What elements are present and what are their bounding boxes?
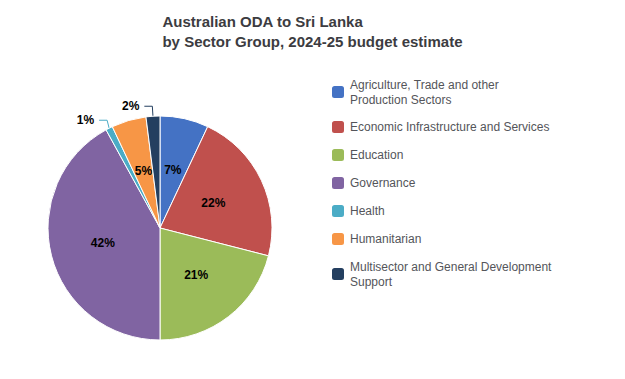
svg-text:Governance: Governance: [350, 176, 416, 190]
svg-text:Education: Education: [350, 148, 403, 162]
svg-text:21%: 21%: [184, 268, 208, 282]
svg-text:Multisector and General Develo: Multisector and General Development: [350, 260, 552, 274]
svg-text:Australian ODA to Sri Lanka: Australian ODA to Sri Lanka: [162, 13, 363, 30]
svg-text:42%: 42%: [91, 236, 115, 250]
svg-text:by Sector Group, 2024-25 budge: by Sector Group, 2024-25 budget estimate: [162, 33, 462, 50]
svg-text:5%: 5%: [135, 164, 153, 178]
svg-text:22%: 22%: [201, 196, 225, 210]
svg-text:1%: 1%: [77, 113, 95, 127]
svg-text:Support: Support: [350, 275, 393, 289]
svg-text:7%: 7%: [164, 163, 182, 177]
svg-text:2%: 2%: [122, 99, 140, 113]
svg-text:Agriculture, Trade and other: Agriculture, Trade and other: [350, 78, 499, 92]
svg-text:Humanitarian: Humanitarian: [350, 232, 421, 246]
svg-text:Health: Health: [350, 204, 385, 218]
svg-text:Production Sectors: Production Sectors: [350, 93, 451, 107]
svg-text:Economic Infrastructure and Se: Economic Infrastructure and Services: [350, 120, 549, 134]
